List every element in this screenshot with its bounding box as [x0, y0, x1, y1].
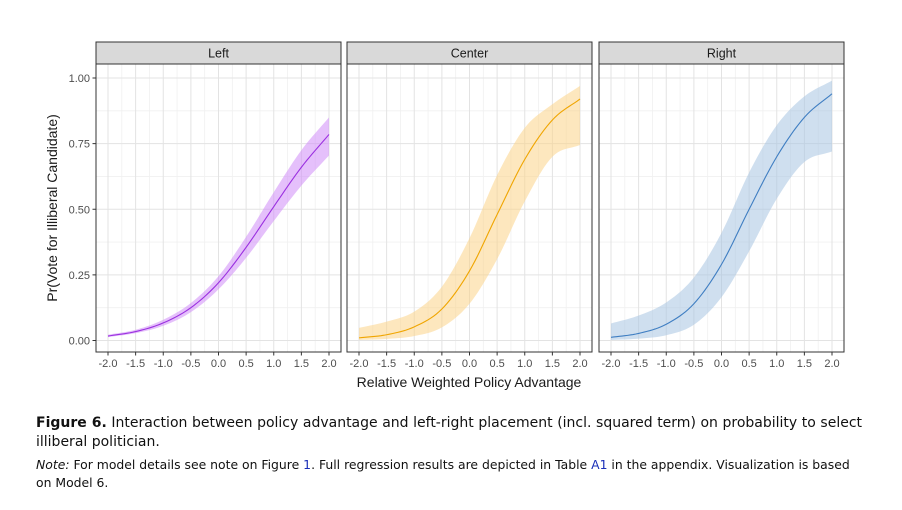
caption-figure-label: Figure 6.	[36, 415, 107, 431]
x-tick-label: 1.5	[294, 358, 309, 370]
x-tick-label: 1.0	[769, 358, 784, 370]
y-axis-title: Pr(Vote for Illiberal Candidate)	[44, 114, 60, 302]
caption-note-text-3: in the appendix. Visualization is based …	[36, 457, 850, 490]
caption-note-text-2: . Full regression results are depicted i…	[311, 457, 588, 472]
x-tick-label: -1.0	[154, 358, 173, 370]
x-tick-label: 0.0	[462, 358, 477, 370]
panel-left: Left -2.0 -1.5 -1.0 -0.5 0.0 0.5 1.0 1.5 2.0	[95, 41, 342, 370]
x-tick-label: 2.0	[824, 358, 839, 370]
facet-label-center: Center	[451, 47, 489, 61]
caption-note-text-1: For model details see note on Figure	[73, 457, 300, 472]
y-tick-label: 0.25	[69, 270, 90, 282]
x-tick-label: 2.0	[572, 358, 587, 370]
x-tick-label: -0.5	[432, 358, 451, 370]
x-tick-label: 0.5	[489, 358, 504, 370]
figure-1-link[interactable]: 1	[303, 457, 312, 472]
x-tick-label: -2.0	[99, 358, 118, 370]
mean-line-center	[358, 98, 581, 339]
mean-line-left	[107, 134, 330, 337]
x-tick-label: -0.5	[181, 358, 200, 370]
panel-right: Right -2.0 -1.5 -1.0 -0.5 0.0 0.5 1.0 1.5 2.0	[598, 41, 845, 370]
x-tick-label: -1.0	[405, 358, 424, 370]
x-tick-label: -0.5	[684, 358, 703, 370]
x-tick-label: -1.5	[126, 358, 145, 370]
x-tick-label: -2.0	[350, 358, 369, 370]
x-axis-title: Relative Weighted Policy Advantage	[357, 374, 582, 390]
x-tick-label: 0.0	[714, 358, 729, 370]
y-tick-label: 1.00	[69, 73, 90, 85]
caption-note: Note: For model details see note on Figu…	[36, 456, 862, 492]
confidence-band-center	[359, 85, 580, 340]
faceted-line-chart: Left-2.0 -1.5 -1.0 -0.5 0.0 0.5 1.0 1.5 2.0Cente…	[44, 41, 845, 390]
panel-center: Center -2.0 -1.5 -1.0 -0.5 0.0 0.5 1.0 1.5 2.0	[346, 41, 593, 370]
y-tick-label: 0.50	[69, 204, 90, 216]
caption-note-label: Note:	[36, 457, 70, 472]
confidence-band-right	[611, 80, 832, 340]
caption-title: Figure 6. Interaction between policy adv…	[36, 414, 862, 452]
x-tick-label: 0.5	[238, 358, 253, 370]
x-tick-label: 1.5	[797, 358, 812, 370]
mean-line-right	[610, 93, 833, 338]
table-a1-link[interactable]: A1	[591, 457, 608, 472]
facet-label-left: Left	[208, 47, 229, 61]
x-tick-label: -2.0	[602, 358, 621, 370]
x-tick-label: 1.5	[545, 358, 560, 370]
x-tick-label: 0.5	[741, 358, 756, 370]
x-tick-label: 1.0	[517, 358, 532, 370]
facet-label-right: Right	[707, 47, 737, 61]
figure-caption: Figure 6. Interaction between policy adv…	[36, 414, 862, 492]
x-tick-label: 0.0	[211, 358, 226, 370]
x-tick-label: 2.0	[321, 358, 336, 370]
x-tick-label: -1.5	[629, 358, 648, 370]
x-tick-label: -1.5	[377, 358, 396, 370]
y-tick-label: 0.00	[69, 336, 90, 348]
x-tick-label: 1.0	[266, 358, 281, 370]
caption-title-text: Interaction between policy advantage and…	[36, 415, 863, 450]
y-tick-label: 0.75	[69, 139, 90, 151]
x-tick-label: -1.0	[657, 358, 676, 370]
